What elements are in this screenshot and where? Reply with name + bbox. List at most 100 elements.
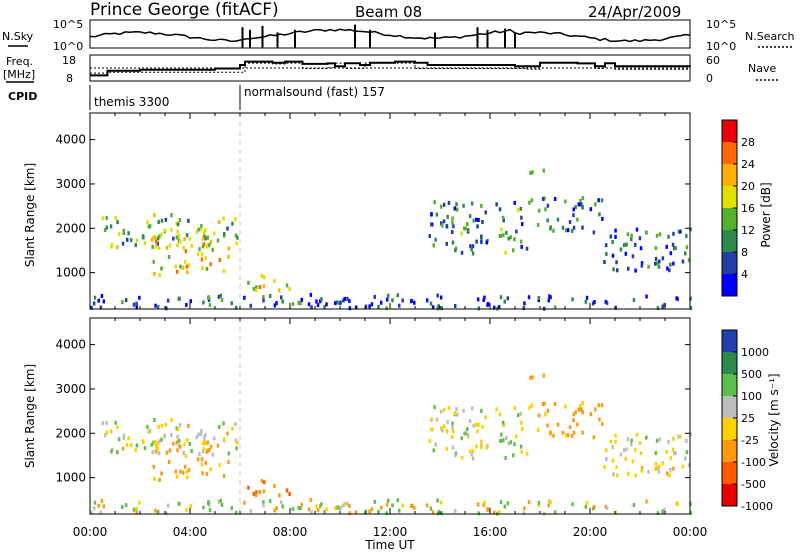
echo-cell [236,235,239,240]
echo-cell [428,439,431,444]
echo-cell [315,504,318,509]
echo-cell [176,243,179,248]
echo-cell [216,443,220,448]
echo-cell [669,467,672,472]
colorbar-tick-label: 8 [741,246,748,259]
echo-cell [504,455,507,460]
echo-cell [262,284,266,289]
echo-cell [446,214,449,219]
echo-cell [182,450,185,455]
echo-cell [307,507,311,512]
echo-cell [689,501,692,506]
echo-cell [626,437,630,442]
echo-cell [280,295,283,300]
echo-cell [451,421,454,426]
echo-cell [150,442,154,447]
echo-cell [624,456,628,461]
echo-cell [666,471,669,476]
colorbar-swatch [722,252,737,275]
echo-cell [379,300,383,305]
echo-cell [127,436,130,441]
echo-cell [288,287,291,291]
echo-cell [234,305,238,310]
echo-cell [527,295,531,300]
echo-cell [430,222,433,227]
echo-cell [546,408,550,413]
echo-cell [103,433,107,438]
echo-cell [630,233,633,238]
echo-cell [572,213,575,218]
echo-cell [611,445,614,449]
echo-cell [309,292,313,297]
echo-cell [116,245,119,250]
colorbar-swatch [722,396,737,419]
echo-cell [105,215,108,220]
nsky-tick-bottom: 10^0 [53,40,83,53]
echo-cell [615,465,618,470]
echo-cell [154,239,158,244]
echo-cell [570,228,574,233]
echo-cell [222,421,225,426]
echo-cell [584,504,588,509]
echo-cell [348,504,351,508]
echo-cell [202,300,205,305]
echo-cell [222,268,226,273]
y-tick-label: 2000 [55,426,86,440]
echo-cell [614,305,617,310]
echo-cell [640,468,644,473]
echo-cell [396,293,399,298]
echo-cell [480,240,483,245]
echo-cell [601,216,604,221]
echo-cell [396,498,399,503]
echo-cell [278,493,281,498]
echo-cell [201,449,205,454]
echo-cell [503,299,506,304]
echo-cell [485,445,488,450]
echo-cell [234,422,237,427]
echo-cell [153,235,157,240]
echo-cell [679,434,682,439]
echo-cell [188,236,191,241]
echo-cell [600,198,604,203]
echo-cell [553,402,557,406]
echo-cell [217,220,221,225]
echo-cell [684,251,687,256]
echo-cell [179,264,182,269]
echo-cell [530,403,534,408]
echo-cell [203,435,206,440]
echo-cell [591,506,595,511]
echo-cell [520,449,523,454]
echo-cell [263,275,266,280]
echo-cell [456,207,459,212]
echo-cell [594,202,597,207]
echo-cell [502,233,505,238]
echo-cell [466,228,470,232]
echo-cell [168,448,172,453]
echo-cell [285,283,289,288]
echo-cell [439,500,443,505]
echo-cell [150,237,154,242]
echo-cell [684,456,687,461]
echo-cell [268,499,272,503]
echo-cell [158,478,161,482]
echo-cell [645,499,648,504]
echo-cell [110,449,113,454]
echo-cell [176,448,179,453]
echo-cell [183,237,186,242]
echo-cell [116,450,119,455]
echo-cell [476,224,479,229]
echo-cell [656,306,660,311]
echo-cell [581,225,584,230]
echo-cell [604,243,608,248]
power-panel: 1000 2000 3000 4000 Slant Range [km] 28 24 20… [23,112,773,311]
echo-cell [477,218,480,222]
velocity-colorbar: 1000 500 100 25 -25 -100 -500 -1000 [721,329,773,513]
echo-cell [462,203,465,208]
echo-cell [611,458,615,463]
echo-cell [471,251,475,256]
beam-label: Beam 08 [355,3,422,21]
echo-cell [387,293,390,298]
echo-cell [470,201,474,206]
echo-cell [665,244,668,249]
echo-cell [598,212,601,217]
